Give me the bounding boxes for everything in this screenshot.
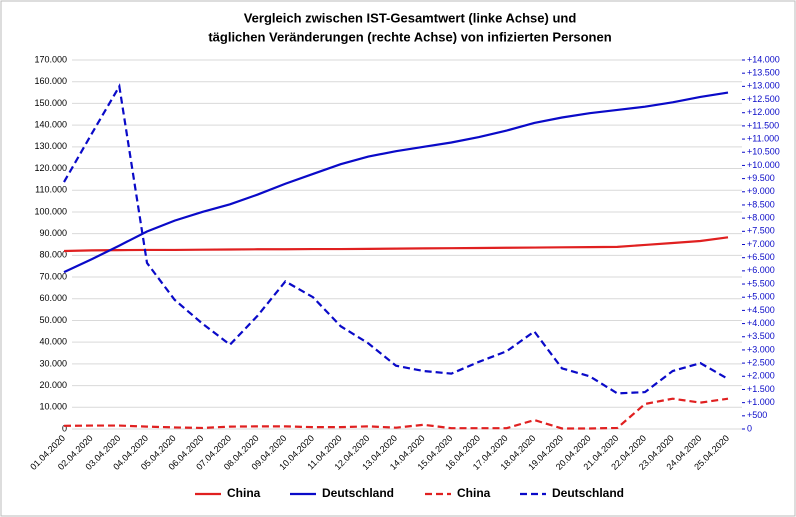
legend-label: China	[227, 486, 261, 500]
y-tick-label: 120.000	[34, 163, 67, 173]
y-tick-label: 90.000	[39, 228, 67, 238]
series-line	[63, 91, 729, 274]
y2-tick-label: +1.000	[747, 397, 775, 407]
y2-tick-label: +6.500	[747, 252, 775, 262]
y2-tick-label: +5.500	[747, 278, 775, 288]
y-tick-label: 30.000	[39, 358, 67, 368]
y-tick-label: 80.000	[39, 250, 67, 260]
y2-tick-label: +9.000	[747, 186, 775, 196]
y-tick-label: 10.000	[39, 402, 67, 412]
y2-tick-label: +12.000	[747, 107, 780, 117]
series-line	[63, 397, 729, 430]
y2-tick-label: 0	[747, 423, 752, 433]
y-tick-label: 150.000	[34, 98, 67, 108]
y-tick-label: 0	[62, 423, 67, 433]
y2-tick-label: +7.500	[747, 226, 775, 236]
y2-tick-label: +10.000	[747, 160, 780, 170]
y-tick-label: 110.000	[35, 185, 67, 195]
y-tick-label: 50.000	[39, 315, 67, 325]
y-tick-label: 130.000	[34, 141, 67, 151]
y2-tick-label: +9.500	[747, 173, 775, 183]
y2-tick-label: +13.500	[747, 68, 780, 78]
y2-tick-label: +6.000	[747, 265, 775, 275]
series-line	[63, 236, 729, 253]
chart-title: täglichen Veränderungen (rechte Achse) v…	[208, 29, 611, 44]
y-tick-label: 40.000	[39, 337, 67, 347]
y-tick-label: 170.000	[34, 54, 67, 64]
y2-tick-label: +12.500	[747, 94, 780, 104]
y-tick-label: 20.000	[39, 380, 67, 390]
y2-tick-label: +10.500	[747, 147, 780, 157]
y2-tick-label: +11.000	[747, 133, 779, 143]
y2-tick-label: +11.500	[747, 120, 779, 130]
legend-label: Deutschland	[552, 486, 624, 500]
y-tick-label: 140.000	[34, 119, 67, 129]
y2-tick-label: +3.000	[747, 344, 775, 354]
y2-tick-label: +1.500	[747, 384, 775, 394]
y2-tick-label: +13.000	[747, 81, 780, 91]
legend-label: Deutschland	[322, 486, 394, 500]
y2-tick-label: +8.000	[747, 213, 775, 223]
y-tick-label: 100.000	[34, 206, 67, 216]
y-tick-label: 70.000	[39, 271, 67, 281]
series-line	[63, 83, 729, 395]
y-tick-label: 60.000	[39, 293, 67, 303]
y2-tick-label: +3.500	[747, 331, 775, 341]
y2-tick-label: +8.500	[747, 199, 775, 209]
y2-tick-label: +14.000	[747, 54, 780, 64]
y2-tick-label: +2.500	[747, 357, 775, 367]
y2-tick-label: +7.000	[747, 239, 775, 249]
legend-label: China	[457, 486, 491, 500]
y2-tick-label: +2.000	[747, 371, 775, 381]
y2-tick-label: +4.000	[747, 318, 775, 328]
y2-tick-label: +5.000	[747, 292, 775, 302]
y2-tick-label: +4.500	[747, 305, 775, 315]
y2-tick-label: +500	[747, 410, 767, 420]
chart-title: Vergleich zwischen IST-Gesamtwert (linke…	[244, 10, 577, 25]
y-tick-label: 160.000	[34, 76, 67, 86]
